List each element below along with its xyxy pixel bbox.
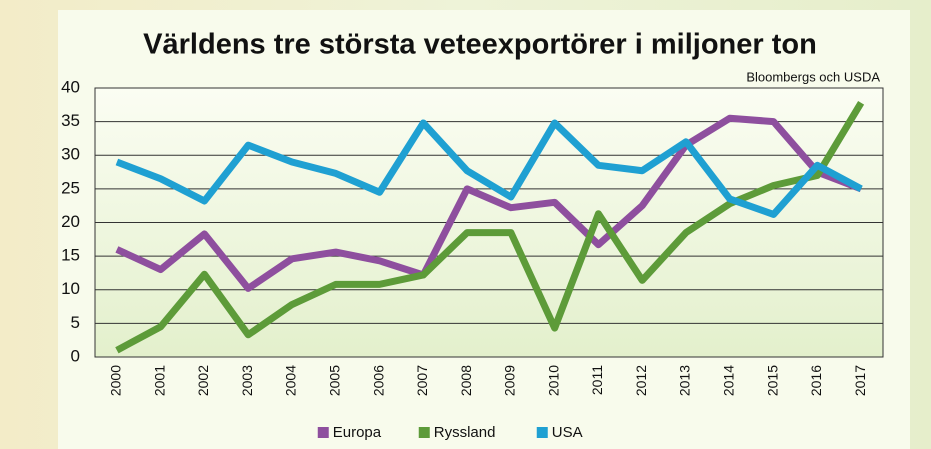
y-tick-label: 30 xyxy=(61,145,80,164)
y-tick-label: 10 xyxy=(61,279,80,298)
y-tick-label: 15 xyxy=(61,246,80,265)
y-tick-label: 25 xyxy=(61,178,80,197)
x-tick-label: 2005 xyxy=(326,365,342,396)
y-tick-label: 0 xyxy=(71,346,80,365)
x-tick-label: 2012 xyxy=(633,365,649,396)
x-tick-label: 2015 xyxy=(764,365,780,396)
x-tick-label: 2004 xyxy=(283,365,299,396)
x-tick-label: 2001 xyxy=(151,365,167,396)
x-tick-label: 2016 xyxy=(808,365,824,396)
legend-label: Europa xyxy=(333,424,382,441)
x-tick-label: 2014 xyxy=(720,365,736,396)
x-tick-label: 2000 xyxy=(108,365,124,396)
x-tick-label: 2007 xyxy=(414,365,430,396)
legend-swatch xyxy=(418,427,430,438)
x-tick-label: 2002 xyxy=(195,365,211,396)
subtitle: Bloombergs och USDA xyxy=(746,69,880,84)
legend-swatch xyxy=(536,427,548,438)
legend-swatch xyxy=(317,427,329,438)
y-tick-label: 5 xyxy=(71,313,80,332)
y-tick-label: 35 xyxy=(61,111,80,130)
x-tick-label: 2011 xyxy=(589,365,605,395)
x-tick-label: 2017 xyxy=(852,365,868,396)
x-tick-label: 2009 xyxy=(502,365,518,396)
y-tick-label: 40 xyxy=(61,77,80,96)
y-tick-label: 20 xyxy=(61,212,80,231)
x-tick-label: 2013 xyxy=(677,365,693,396)
legend-label: Ryssland xyxy=(434,424,496,441)
x-tick-label: 2006 xyxy=(370,365,386,396)
x-tick-label: 2008 xyxy=(458,365,474,396)
series-line xyxy=(115,119,863,218)
x-tick-label: 2010 xyxy=(545,365,561,396)
x-tick-label: 2003 xyxy=(239,365,255,396)
series-line xyxy=(115,114,863,292)
chart-title: Världens tre största veteexportörer i mi… xyxy=(143,29,817,61)
legend-label: USA xyxy=(552,424,583,441)
